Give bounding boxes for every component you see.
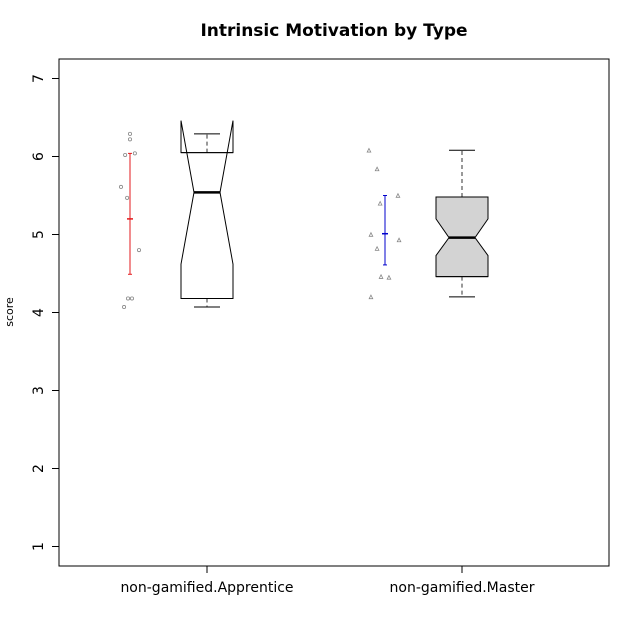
point-0-1 [126, 296, 131, 301]
point-0-0 [122, 305, 127, 310]
chart-title: Intrinsic Motivation by Type [200, 21, 467, 41]
ci-0 [127, 152, 133, 275]
mean-ci-bars [127, 152, 388, 275]
y-tick-label-7: 7 [31, 74, 47, 83]
box-1 [435, 149, 489, 298]
point-1-4 [396, 237, 402, 243]
point-0-8 [127, 137, 132, 142]
point-0-9 [127, 131, 132, 136]
point-1-7 [395, 192, 401, 198]
y-tick-label-1: 1 [31, 542, 47, 551]
x-tick-label-0: non-gamified.Apprentice [120, 580, 293, 596]
y-tick-label-5: 5 [31, 230, 47, 239]
point-1-5 [368, 231, 374, 237]
x-axis: non-gamified.Apprentice non-gamified.Mast… [120, 566, 535, 596]
plot-frame [58, 58, 610, 567]
point-1-0 [368, 294, 374, 300]
point-1-3 [374, 245, 380, 251]
y-axis-label: score [3, 297, 16, 327]
y-tick-label-4: 4 [31, 308, 47, 317]
y-tick-label-2: 2 [31, 464, 47, 473]
point-0-2 [129, 296, 134, 301]
jitter-points [119, 131, 402, 310]
ci-1 [382, 195, 388, 266]
y-tick-label-3: 3 [31, 386, 47, 395]
point-0-5 [119, 184, 124, 189]
box-0 [180, 120, 234, 308]
point-0-4 [125, 195, 130, 200]
y-axis: 1 2 3 4 5 6 7 [31, 74, 59, 551]
point-0-3 [136, 248, 141, 253]
point-0-7 [132, 151, 137, 156]
y-tick-label-6: 6 [31, 152, 47, 161]
point-1-2 [378, 273, 384, 279]
point-1-9 [366, 147, 372, 153]
box-0-body [180, 120, 234, 299]
x-tick-label-1: non-gamified.Master [390, 580, 535, 596]
point-1-8 [374, 166, 380, 172]
point-1-6 [377, 200, 383, 206]
point-0-6 [123, 152, 128, 157]
boxes [180, 120, 489, 308]
point-1-1 [386, 274, 392, 280]
